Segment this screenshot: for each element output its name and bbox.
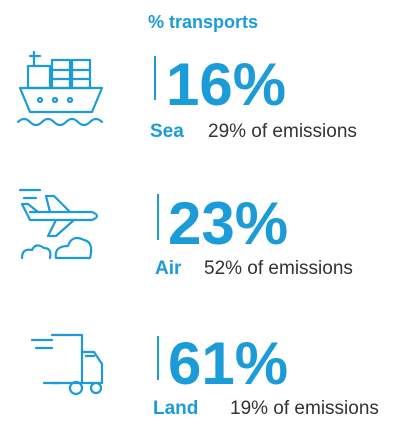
- mode: Land: [153, 398, 198, 419]
- title: % transports: [148, 12, 258, 32]
- share: 61%: [168, 330, 288, 397]
- mode: Air: [155, 258, 182, 279]
- emissions: 52% of emissions: [204, 258, 353, 279]
- truck-icon: [30, 333, 104, 396]
- separator: [154, 56, 156, 100]
- mode: Sea: [150, 121, 184, 142]
- plane-icon: [18, 188, 99, 260]
- emissions: 29% of emissions: [208, 121, 357, 142]
- share: 23%: [168, 190, 288, 257]
- ship-icon: [16, 50, 104, 127]
- emissions: 19% of emissions: [230, 398, 379, 419]
- separator: [157, 194, 159, 240]
- share: 16%: [166, 51, 286, 118]
- separator: [157, 336, 159, 380]
